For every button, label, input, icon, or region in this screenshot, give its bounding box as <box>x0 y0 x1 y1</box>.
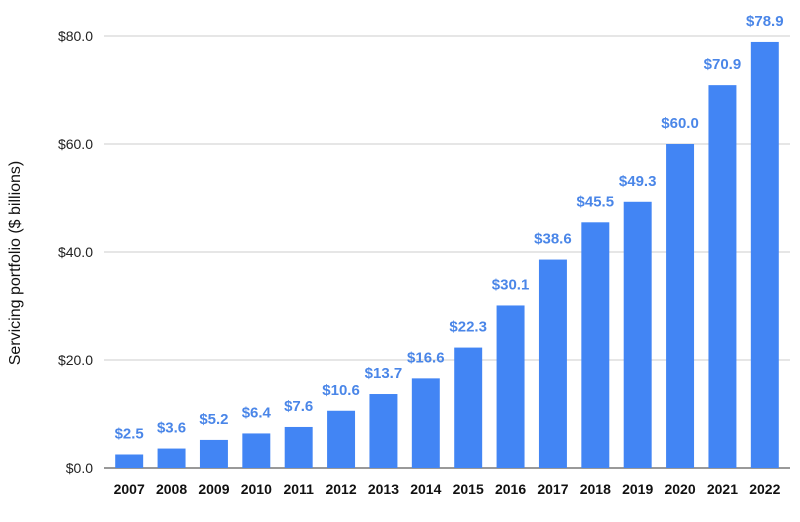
data-label: $45.5 <box>577 193 615 210</box>
bar <box>623 201 652 468</box>
x-axis-ticks: 2007 2008 2009 2010 2011 2012 2013 2014 2015 2016… <box>114 481 781 497</box>
bar <box>327 410 356 468</box>
x-tick-label: 2017 <box>537 481 568 497</box>
bar <box>496 305 525 468</box>
data-label: $78.9 <box>746 13 784 30</box>
y-axis-title: Servicing portfolio ($ billions) <box>7 161 24 366</box>
data-label: $38.6 <box>534 231 572 248</box>
x-tick-label: 2007 <box>114 481 145 497</box>
bar <box>115 454 144 468</box>
data-label: $13.7 <box>365 365 403 382</box>
bar <box>581 222 610 468</box>
data-label: $2.5 <box>115 426 144 443</box>
bar <box>157 448 186 468</box>
bar <box>708 85 737 468</box>
data-label: $30.1 <box>492 276 530 293</box>
bar <box>242 433 271 468</box>
data-label: $10.6 <box>322 382 360 399</box>
x-tick-label: 2014 <box>410 481 441 497</box>
bar <box>750 41 779 468</box>
y-axis-ticks: $0.0 $20.0 $40.0 $60.0 $80.0 <box>58 28 93 476</box>
x-tick-label: 2019 <box>622 481 653 497</box>
x-tick-label: 2013 <box>368 481 399 497</box>
data-label: $3.6 <box>157 420 186 437</box>
data-label: $7.6 <box>284 398 313 415</box>
y-tick-label: $0.0 <box>66 460 93 476</box>
x-tick-label: 2012 <box>325 481 356 497</box>
bar <box>199 439 228 468</box>
data-labels: $2.5 $3.6 $5.2 $6.4 $7.6 $10.6 $13.7$16.6$22.3… <box>115 13 784 443</box>
x-tick-label: 2015 <box>453 481 484 497</box>
bar <box>538 259 567 468</box>
x-tick-label: 2021 <box>707 481 738 497</box>
y-tick-label: $40.0 <box>58 244 93 260</box>
bar <box>666 144 695 468</box>
bar <box>369 394 398 468</box>
bars <box>115 41 779 468</box>
x-tick-label: 2008 <box>156 481 187 497</box>
x-tick-label: 2016 <box>495 481 526 497</box>
data-label: $16.6 <box>407 349 445 366</box>
x-tick-label: 2010 <box>241 481 272 497</box>
x-tick-label: 2018 <box>580 481 611 497</box>
x-tick-label: 2022 <box>749 481 780 497</box>
bar <box>411 378 440 468</box>
x-tick-label: 2009 <box>198 481 229 497</box>
x-tick-label: 2020 <box>664 481 695 497</box>
y-tick-label: $60.0 <box>58 136 93 152</box>
data-label: $70.9 <box>704 56 742 73</box>
y-tick-label: $80.0 <box>58 28 93 44</box>
y-tick-label: $20.0 <box>58 352 93 368</box>
bar <box>284 426 313 468</box>
data-label: $6.4 <box>242 404 272 421</box>
x-tick-label: 2011 <box>284 481 315 497</box>
data-label: $5.2 <box>199 411 228 428</box>
bar <box>454 347 483 468</box>
data-label: $49.3 <box>619 173 657 190</box>
data-label: $22.3 <box>449 319 487 336</box>
data-label: $60.0 <box>661 115 699 132</box>
